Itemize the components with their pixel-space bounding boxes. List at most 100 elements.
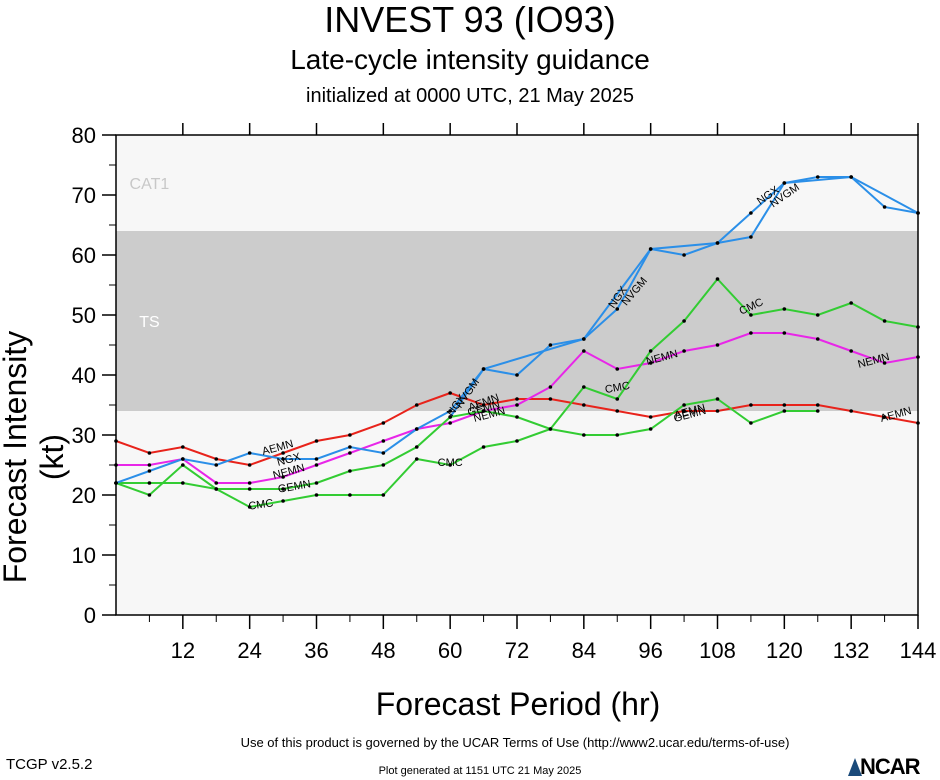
data-point [348,433,352,437]
data-point [548,343,553,347]
data-point [214,457,219,461]
data-point [381,451,386,455]
data-point [214,481,219,485]
data-point [782,181,787,185]
y-tick-label: 60 [72,243,96,268]
data-point [247,463,252,467]
data-point [815,337,820,341]
chart-title: INVEST 93 (IO93) [324,0,616,40]
data-point [147,481,152,485]
y-tick-label: 50 [72,303,96,328]
data-point [147,469,152,473]
intensity-band [116,231,918,411]
data-point [281,457,285,461]
x-axis-label: Forecast Period (hr) [375,686,661,722]
data-point [147,493,152,497]
data-point [381,493,386,497]
data-point [247,505,252,509]
x-tick-label: 36 [304,638,328,663]
data-point [481,367,486,371]
terms-of-use-text: Use of this product is governed by the U… [240,735,790,750]
data-point [181,457,185,461]
y-tick-label: 40 [72,363,96,388]
data-point [715,241,720,245]
data-point [281,499,285,503]
data-point [147,463,152,467]
data-point [715,343,720,347]
series-label: CMC [438,457,463,469]
data-point [548,427,553,431]
data-point [749,403,753,407]
data-point [682,403,686,407]
data-point [281,487,285,491]
data-point [815,313,820,317]
data-point [782,331,787,335]
series-label: CMC [248,497,275,512]
x-tick-label: 72 [505,638,529,663]
data-point [849,301,853,305]
data-point [181,445,185,449]
data-point [181,463,185,467]
version-label: TCGP v2.5.2 [6,756,93,773]
data-point [214,487,219,491]
data-point [782,403,787,407]
data-point [582,385,586,389]
data-point [314,439,319,443]
data-point [414,445,419,449]
data-point [314,481,319,485]
data-point [515,439,519,443]
data-point [715,397,720,401]
data-point [348,451,352,455]
data-point [849,175,853,179]
y-tick-label: 20 [72,483,96,508]
data-point [682,253,686,257]
data-point [615,433,620,437]
data-point [715,409,720,413]
intensity-band [116,135,918,231]
data-point [515,403,519,407]
x-tick-label: 120 [766,638,803,663]
data-point [515,397,519,401]
data-point [481,403,486,407]
data-point [214,463,219,467]
data-point [181,481,185,485]
data-point [348,469,352,473]
band-label: CAT1 [130,176,170,193]
data-point [414,427,419,431]
data-point [147,451,152,455]
ncar-logo-icon [848,758,862,776]
data-point [448,391,452,395]
data-point [247,487,252,491]
data-point [749,211,753,215]
data-point [682,409,686,413]
x-tick-label: 24 [237,638,261,663]
data-point [615,397,620,401]
data-point [448,421,452,425]
data-point [782,307,787,311]
data-point [615,409,620,413]
data-point [648,361,653,365]
data-point [348,445,352,449]
y-tick-label: 30 [72,423,96,448]
data-point [314,463,319,467]
data-point [281,451,285,455]
series-line [116,397,818,490]
data-point [682,349,686,353]
data-point [515,373,519,377]
x-tick-label: 144 [900,638,937,663]
data-point [247,481,252,485]
data-point [882,205,887,209]
data-point [749,421,753,425]
x-tick-label: 48 [371,638,395,663]
x-tick-label: 96 [638,638,662,663]
data-point [314,493,319,497]
data-point [749,331,753,335]
data-point [448,409,452,413]
data-point [815,403,820,407]
data-point [648,349,653,353]
data-point [582,337,586,341]
data-point [849,349,853,353]
data-point [715,277,720,281]
data-point [648,427,653,431]
